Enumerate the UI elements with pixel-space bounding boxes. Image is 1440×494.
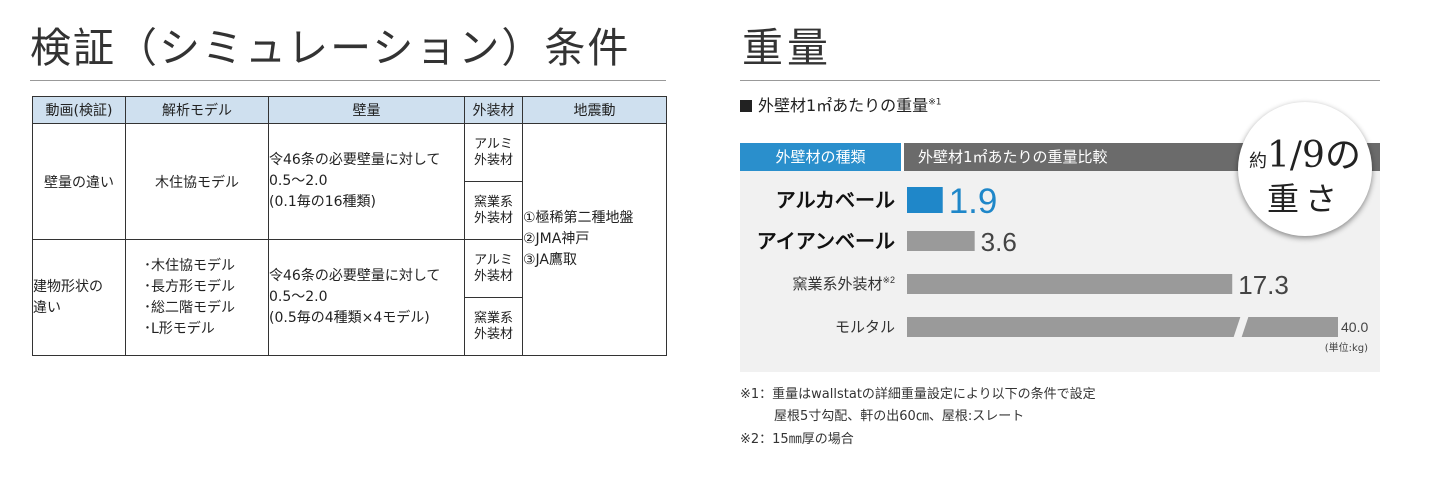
badge-suffix: の: [1324, 135, 1361, 176]
title-divider: [740, 80, 1380, 81]
model-line: ･L形モデル: [144, 320, 215, 337]
bar: [907, 231, 975, 251]
wall-line: (0.5毎の4種類×4モデル): [269, 310, 430, 326]
subtitle-text: 外壁材1㎡あたりの重量: [758, 96, 929, 115]
exterior-line: アルミ: [474, 252, 513, 268]
header-model: 解析モデル: [125, 96, 269, 124]
header-exterior: 外装材: [464, 96, 523, 124]
exterior-line: 外装材: [473, 268, 513, 284]
cell-wall: 令46条の必要壁量に対して 0.5～2.0 (0.5毎の4種類×4モデル): [268, 239, 465, 356]
cell-model: ･木住協モデル ･長方形モデル ･総二階モデル ･L形モデル: [125, 239, 269, 356]
one-ninth-weight-badge: 約1/9の 重さ: [1238, 102, 1372, 236]
section-title-weight: 重量: [742, 24, 832, 72]
exterior-line: 窯業系: [473, 310, 513, 326]
bar: [907, 187, 943, 213]
exterior-line: 外装材: [473, 210, 513, 226]
footnote-1: ※1：重量はwallstatの詳細重量設定により以下の条件で設定: [740, 387, 1096, 402]
model-line: ･長方形モデル: [144, 278, 235, 295]
header-video: 動画(検証): [32, 96, 126, 124]
earthquake-line: ③JA鷹取: [523, 252, 578, 268]
data-label: 40.0: [1341, 319, 1368, 335]
exterior-line: アルミ: [474, 136, 513, 152]
data-label: 3.6: [981, 227, 1017, 257]
video-line: 建物形状の: [33, 278, 103, 295]
table-row: 壁量の違い 木住協モデル 令46条の必要壁量に対して 0.5～2.0 (0.1毎…: [32, 123, 667, 356]
wall-line: 令46条の必要壁量に対して: [269, 152, 441, 168]
column-header-type: 外壁材の種類: [740, 143, 901, 171]
wall-line: 0.5～2.0: [269, 289, 328, 305]
model-line: ･木住協モデル: [144, 257, 235, 274]
unit-label: (単位:kg): [1325, 341, 1368, 354]
earthquake-line: ②JMA神戸: [523, 231, 590, 247]
table-header-row: 動画(検証) 解析モデル 壁量 外装材 地震動: [32, 96, 667, 124]
video-line: 違い: [33, 299, 61, 316]
badge-prefix: 約: [1249, 151, 1268, 172]
axis-break-mark: [1233, 315, 1249, 339]
conditions-table: 動画(検証) 解析モデル 壁量 外装材 地震動 壁量の違い 木住協モデル 令46…: [32, 96, 667, 356]
earthquake-line: ①極稀第二種地盤: [523, 210, 634, 226]
weight-bar-chart: アルカベール 1.9 アイアンベール 3.6 窯業系外装材※2 17.3 モルタル 40.0 (…: [757, 182, 1369, 354]
table-row: 窯業系 外装材: [33, 181, 667, 240]
category-label: アルカベール: [776, 190, 895, 212]
chart-subtitle: 外壁材1㎡あたりの重量※1: [740, 92, 941, 116]
exterior-line: 外装材: [473, 326, 513, 342]
footnote-mark: ※1: [928, 97, 942, 108]
wall-line: 令46条の必要壁量に対して: [269, 268, 441, 284]
cell-earthquake: ①極稀第二種地盤 ②JMA神戸 ③JA鷹取: [522, 123, 667, 356]
wall-line: 0.5～2.0: [269, 173, 328, 189]
badge-fraction: 1/9: [1267, 135, 1325, 176]
category-label: アイアンベール: [757, 231, 895, 253]
footnote-2: ※2：15㎜厚の場合: [740, 432, 854, 447]
badge-line-2: 重さ: [1266, 180, 1343, 218]
cell-exterior: アルミ 外装材: [464, 123, 523, 182]
header-earthquake: 地震動: [522, 96, 667, 124]
wall-line: (0.1毎の16種類): [269, 194, 377, 210]
model-line: ･総二階モデル: [144, 299, 235, 316]
data-label: 1.9: [949, 182, 998, 221]
exterior-line: 窯業系: [473, 194, 513, 210]
title-divider: [30, 80, 666, 81]
category-label: 窯業系外装材※2: [792, 275, 895, 293]
cell-exterior: 窯業系 外装材: [464, 181, 523, 240]
table-row: 建物形状の 違い ･木住協モデル ･長方形モデル ･総二階モデル ･L形モデル …: [32, 239, 667, 356]
cell-exterior: アルミ 外装材: [464, 239, 523, 298]
exterior-line: 外装材: [473, 152, 513, 168]
cell-wall: 令46条の必要壁量に対して 0.5～2.0 (0.1毎の16種類): [268, 123, 465, 240]
bar: [907, 317, 1338, 337]
cell-model: 木住協モデル: [125, 123, 269, 240]
header-wall: 壁量: [268, 96, 465, 124]
badge-line-1: 約1/9の: [1238, 126, 1372, 178]
bar: [907, 274, 1233, 294]
cell-exterior: 窯業系 外装材: [464, 297, 523, 356]
data-label: 17.3: [1238, 270, 1289, 300]
category-note: ※2: [882, 275, 895, 285]
cell-video: 建物形状の 違い: [32, 239, 126, 356]
footnote-1-detail: 屋根5寸勾配、軒の出60㎝、屋根:スレート: [774, 409, 1025, 424]
cell-video: 壁量の違い: [32, 123, 126, 240]
square-bullet-icon: [740, 100, 752, 112]
table-row: 窯業系 外装材: [33, 297, 667, 356]
section-title-conditions: 検証（シミュレーション）条件: [30, 24, 631, 72]
category-label: モルタル: [835, 319, 895, 336]
